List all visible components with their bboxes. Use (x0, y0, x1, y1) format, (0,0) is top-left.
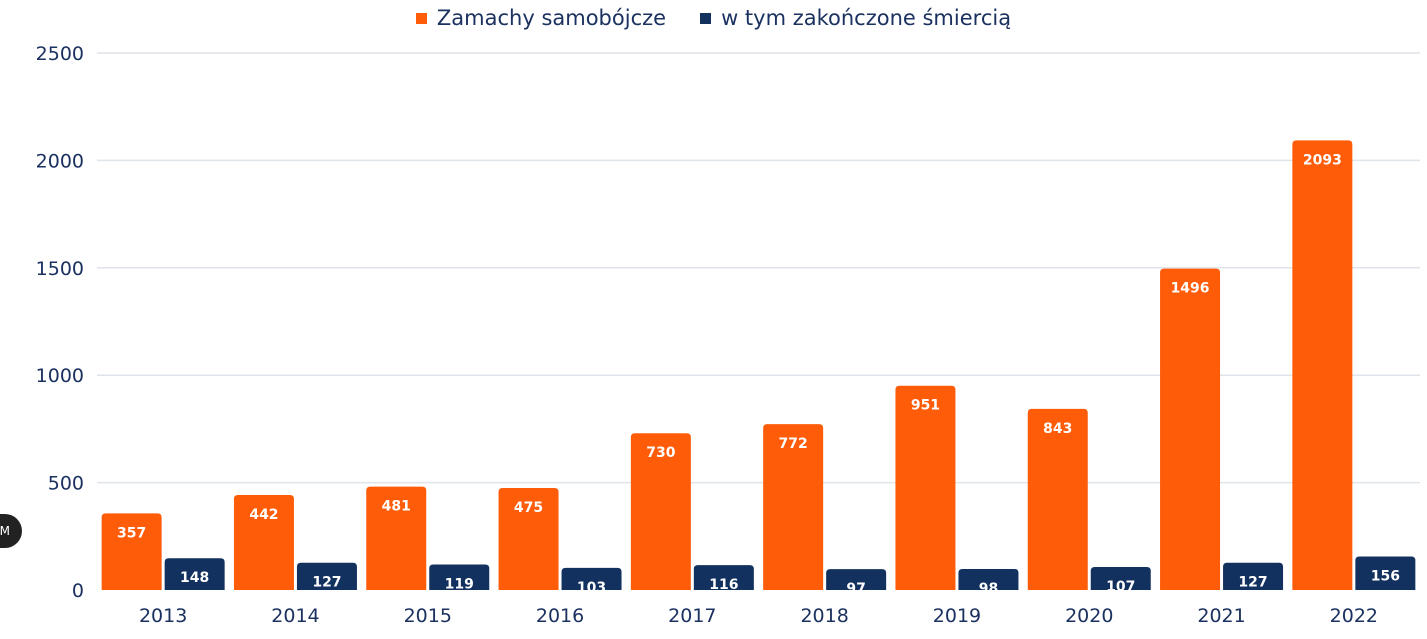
y-tick-label: 1500 (36, 258, 84, 280)
bar-series-2 (561, 567, 622, 590)
bar-value-label-series-1: 1496 (1171, 281, 1210, 297)
bar-value-label-series-1: 730 (646, 445, 675, 461)
bar-series-2 (693, 565, 754, 590)
x-tick-label: 2015 (404, 605, 452, 627)
legend-label-series-2: w tym zakończone śmiercią (721, 6, 1012, 30)
bar-series-1 (1292, 140, 1353, 591)
bar-value-label-series-1: 2093 (1303, 152, 1342, 168)
bar-series-1 (630, 433, 691, 590)
bar-series-1 (895, 385, 956, 590)
bar-value-label-series-1: 843 (1043, 421, 1072, 437)
bar-value-label-series-2: 119 (445, 576, 474, 592)
bar-value-label-series-2: 156 (1371, 568, 1400, 584)
x-tick-label: 2016 (536, 605, 584, 627)
x-tick-label: 2014 (271, 605, 319, 627)
bar-value-label-series-1: 951 (911, 398, 940, 414)
bar-value-label-series-2: 103 (577, 580, 606, 596)
bar-series-1 (1027, 408, 1088, 590)
bar-series-2 (826, 569, 887, 590)
bar-value-label-series-2: 98 (979, 581, 998, 597)
x-tick-label: 2017 (668, 605, 716, 627)
y-tick-label: 0 (72, 580, 84, 602)
bar-series-2 (296, 562, 357, 590)
bar-value-label-series-2: 148 (180, 570, 209, 586)
bar-series-2 (1090, 567, 1151, 590)
x-tick-label: 2013 (139, 605, 187, 627)
x-tick-label: 2019 (933, 605, 981, 627)
legend-label-series-1: Zamachy samobójcze (436, 6, 667, 30)
legend-item-series-2: w tym zakończone śmiercią (700, 6, 1011, 30)
x-tick-label: 2022 (1330, 605, 1378, 627)
x-tick-label: 2018 (800, 605, 848, 627)
bar-series-2 (958, 568, 1019, 590)
side-badge[interactable]: M (0, 514, 22, 548)
legend-swatch-series-2 (700, 12, 712, 24)
bar-series-1 (763, 424, 824, 590)
bar-series-1 (366, 486, 427, 590)
x-tick-label: 2021 (1197, 605, 1245, 627)
bar-value-label-series-1: 357 (117, 525, 146, 541)
legend-item-series-1: Zamachy samobójcze (415, 6, 667, 30)
y-tick-label: 2500 (36, 43, 84, 65)
bar-value-label-series-2: 107 (1106, 579, 1135, 595)
bar-value-label-series-1: 475 (514, 500, 543, 516)
bar-value-label-series-1: 481 (382, 499, 411, 515)
bar-value-label-series-2: 127 (1238, 575, 1267, 591)
bar-series-1 (101, 513, 162, 590)
bar-value-label-series-1: 772 (779, 436, 808, 452)
bar-series-1 (233, 495, 294, 590)
bar-value-label-series-1: 442 (249, 507, 278, 523)
bar-series-2 (429, 564, 490, 590)
bar-series-2 (1223, 562, 1284, 590)
bar-series-1 (498, 487, 559, 590)
bar-series-2 (1355, 556, 1416, 590)
y-tick-label: 500 (48, 473, 84, 495)
bar-value-label-series-2: 97 (846, 581, 865, 597)
x-tick-label: 2020 (1065, 605, 1113, 627)
bar-series-1 (1160, 268, 1221, 590)
bar-value-label-series-2: 127 (312, 575, 341, 591)
legend: Zamachy samobójcze w tym zakończone śmie… (0, 6, 1427, 30)
legend-swatch-series-1 (415, 12, 427, 24)
bar-value-label-series-2: 116 (709, 577, 738, 593)
y-tick-label: 2000 (36, 150, 84, 172)
bar-series-2 (164, 558, 225, 590)
y-tick-label: 1000 (36, 365, 84, 387)
